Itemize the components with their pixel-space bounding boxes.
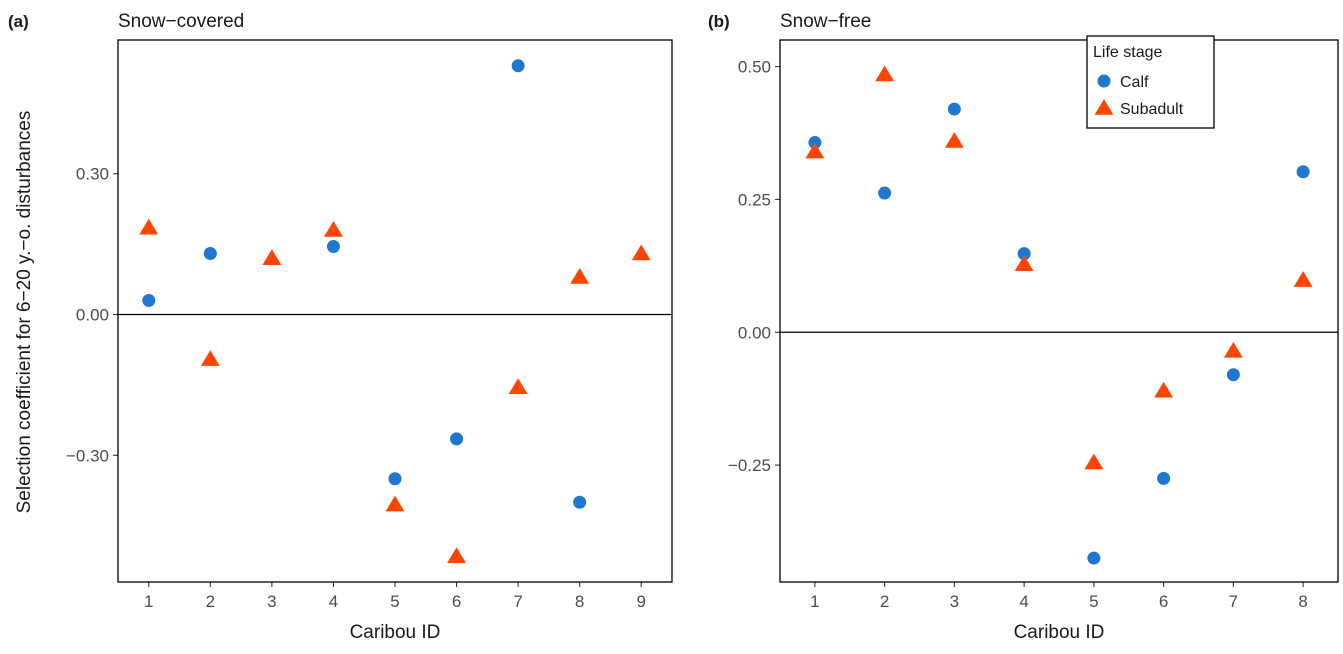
x-tick-label: 5: [1089, 592, 1098, 611]
calf-point: [1087, 551, 1101, 565]
y-tick-label: −0.25: [728, 456, 771, 475]
x-tick-label: 6: [1159, 592, 1168, 611]
panel-1: (a) Snow−covered −0.30 0.00 0.30 1 2 3 4 5 6 7 8 9 Car…: [8, 11, 673, 643]
plot-frame: [779, 39, 1339, 583]
x-axis-title: Caribou ID: [350, 622, 441, 643]
y-tick-label: 0.00: [76, 306, 109, 325]
subadult-point: [385, 495, 405, 512]
legend-calf-marker: [1097, 74, 1111, 88]
calf-point: [142, 293, 156, 307]
legend: Life stage Calf Subadult: [1086, 35, 1215, 129]
panel-2: (b) Snow−free −0.25 0.00 0.25 0.50 1 2 3 4 5 6 7 8 Car…: [708, 11, 1339, 643]
subadult-point: [139, 218, 159, 235]
subadult-point: [200, 350, 220, 366]
calf-point: [1157, 471, 1171, 485]
x-tick-label: 5: [390, 592, 399, 611]
y-tick-label: 0.30: [76, 165, 109, 184]
subadult-point: [447, 547, 467, 563]
x-tick-label: 9: [636, 592, 645, 611]
x-axis-title: Caribou ID: [1014, 622, 1105, 643]
x-tick-label: 6: [452, 592, 461, 611]
calf-point: [511, 59, 525, 73]
x-tick-label: 7: [1229, 592, 1238, 611]
calf-point: [947, 102, 961, 116]
y-tick-label: −0.30: [66, 446, 109, 465]
calf-point: [326, 239, 340, 253]
subadult-point: [1154, 381, 1174, 398]
calf-point: [808, 136, 822, 150]
x-tick-label: 3: [267, 592, 276, 611]
legend-subadult-marker: [1094, 99, 1114, 115]
x-tick-label: 4: [329, 592, 338, 611]
subadult-point: [1084, 453, 1104, 470]
legend-calf-label: Calf: [1120, 74, 1149, 91]
x-tick-label: 1: [810, 592, 819, 611]
legend-subadult-label: Subadult: [1120, 101, 1184, 118]
legend-title: Life stage: [1093, 44, 1162, 61]
x-tick-label: 7: [513, 592, 522, 611]
x-tick-label: 2: [880, 592, 889, 611]
subadult-point: [1014, 255, 1034, 271]
y-tick-label: 0.00: [738, 323, 771, 342]
panel-title: Snow−free: [780, 11, 871, 32]
subadult-point: [262, 249, 282, 265]
subadult-point: [1223, 341, 1243, 358]
calf-point: [878, 186, 892, 200]
x-tick-label: 3: [950, 592, 959, 611]
plot-frame: [117, 39, 673, 583]
x-tick-label: 8: [575, 592, 584, 611]
x-tick-label: 2: [206, 592, 215, 611]
subadult-point: [944, 131, 964, 148]
subadult-point: [323, 221, 343, 237]
panel-tag: (b): [708, 12, 730, 31]
subadult-point: [570, 267, 590, 284]
subadult-point: [805, 142, 825, 159]
subadult-point: [875, 65, 895, 82]
panel-tag: (a): [8, 12, 29, 31]
calf-point: [388, 472, 402, 486]
calf-point: [1017, 247, 1031, 261]
x-tick-label: 8: [1298, 592, 1307, 611]
x-tick-label: 1: [144, 592, 153, 611]
subadult-point: [1293, 271, 1313, 287]
y-tick-label: 0.25: [738, 190, 771, 209]
calf-point: [1226, 368, 1240, 382]
y-axis-title: Selection coefficient for 6−20 y.−o. dis…: [14, 111, 35, 514]
calf-point: [450, 432, 464, 446]
x-tick-label: 4: [1019, 592, 1028, 611]
calf-point: [203, 247, 217, 261]
subadult-point: [631, 244, 651, 261]
calf-point: [1296, 165, 1310, 179]
calf-point: [573, 495, 587, 509]
panel-title: Snow−covered: [118, 11, 244, 32]
subadult-point: [508, 378, 528, 395]
y-tick-label: 0.50: [738, 58, 771, 77]
